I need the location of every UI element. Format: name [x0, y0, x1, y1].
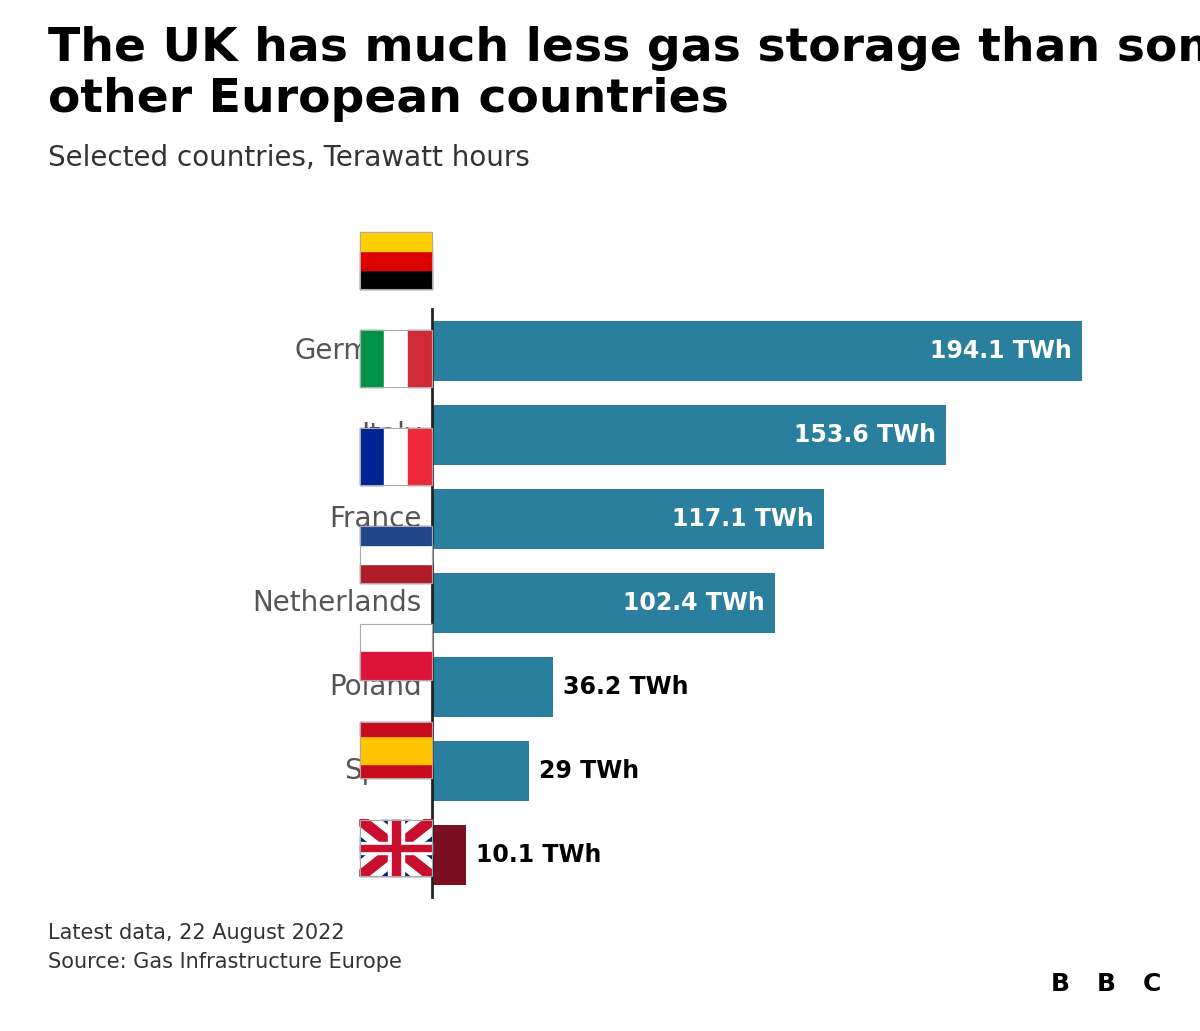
Text: B: B: [1097, 971, 1116, 996]
Bar: [432, 573, 775, 633]
Text: 117.1 TWh: 117.1 TWh: [672, 507, 814, 531]
Bar: [432, 825, 466, 886]
Bar: [432, 657, 553, 718]
Bar: [432, 489, 824, 550]
Text: C: C: [1142, 971, 1162, 996]
Bar: [1132, 957, 1172, 1010]
Text: The UK has much less gas storage than some: The UK has much less gas storage than so…: [48, 26, 1200, 71]
Bar: [1040, 957, 1080, 1010]
Text: Source: Gas Infrastructure Europe: Source: Gas Infrastructure Europe: [48, 952, 402, 971]
Text: Spain: Spain: [344, 757, 422, 785]
Bar: [432, 321, 1082, 381]
Text: 194.1 TWh: 194.1 TWh: [930, 339, 1072, 363]
Text: 10.1 TWh: 10.1 TWh: [476, 843, 601, 867]
Text: 36.2 TWh: 36.2 TWh: [563, 675, 689, 699]
Text: France: France: [330, 505, 422, 533]
Text: other European countries: other European countries: [48, 77, 728, 123]
Text: 29 TWh: 29 TWh: [539, 759, 640, 783]
Text: Selected countries, Terawatt hours: Selected countries, Terawatt hours: [48, 144, 530, 172]
Text: Netherlands: Netherlands: [253, 589, 422, 618]
Bar: [432, 741, 529, 801]
Bar: [432, 405, 947, 465]
Text: Latest data, 22 August 2022: Latest data, 22 August 2022: [48, 923, 344, 942]
Text: 153.6 TWh: 153.6 TWh: [794, 424, 936, 447]
Text: B: B: [1050, 971, 1069, 996]
Text: Poland: Poland: [329, 673, 422, 701]
Text: 102.4 TWh: 102.4 TWh: [623, 591, 764, 616]
Text: Italy: Italy: [361, 422, 422, 450]
Text: Germany: Germany: [294, 337, 422, 365]
Text: UK: UK: [384, 841, 422, 869]
Bar: [1086, 957, 1126, 1010]
